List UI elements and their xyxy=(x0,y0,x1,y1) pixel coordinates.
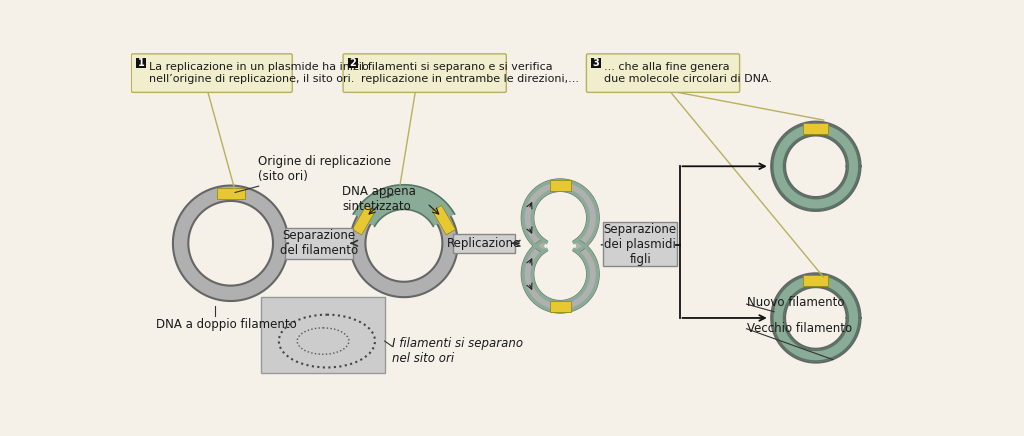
Text: 2: 2 xyxy=(349,58,356,68)
Polygon shape xyxy=(804,123,828,134)
Polygon shape xyxy=(771,273,860,363)
Polygon shape xyxy=(550,180,570,191)
FancyBboxPatch shape xyxy=(603,222,677,266)
Text: I filamenti si separano e si verifica
replicazione in entrambe le direzioni,...: I filamenti si separano e si verifica re… xyxy=(360,62,579,84)
Polygon shape xyxy=(521,179,599,251)
Text: ... che alla fine genera
due molecole circolari di DNA.: ... che alla fine genera due molecole ci… xyxy=(604,62,772,84)
Text: DNA appena
sintetizzato: DNA appena sintetizzato xyxy=(342,184,416,213)
Text: La replicazione in un plasmide ha inizio
nell’origine di replicazione, il sito o: La replicazione in un plasmide ha inizio… xyxy=(150,62,369,84)
Text: DNA a doppio filamento: DNA a doppio filamento xyxy=(157,318,297,331)
FancyBboxPatch shape xyxy=(591,58,601,68)
Text: Replicazione: Replicazione xyxy=(446,237,521,250)
FancyBboxPatch shape xyxy=(286,228,353,259)
Text: Separazione
del filamento: Separazione del filamento xyxy=(281,229,358,257)
Text: Vecchio filamento: Vecchio filamento xyxy=(746,322,852,335)
FancyBboxPatch shape xyxy=(348,58,357,68)
Polygon shape xyxy=(804,275,828,286)
Polygon shape xyxy=(550,301,570,312)
Polygon shape xyxy=(173,186,289,301)
FancyBboxPatch shape xyxy=(587,54,739,92)
FancyBboxPatch shape xyxy=(343,54,506,92)
Text: 1: 1 xyxy=(137,58,144,68)
Text: Separazione
dei plasmidi
figli: Separazione dei plasmidi figli xyxy=(604,222,677,266)
Polygon shape xyxy=(521,241,599,313)
FancyBboxPatch shape xyxy=(136,58,146,68)
Polygon shape xyxy=(773,123,859,209)
Polygon shape xyxy=(432,205,456,235)
FancyBboxPatch shape xyxy=(261,297,385,373)
Polygon shape xyxy=(217,188,245,199)
Polygon shape xyxy=(773,275,859,361)
Polygon shape xyxy=(352,205,376,235)
Polygon shape xyxy=(350,216,458,297)
Text: Origine di replicazione
(sito ori): Origine di replicazione (sito ori) xyxy=(234,155,390,193)
Text: 3: 3 xyxy=(593,58,599,68)
Text: I filamenti si separano
nel sito ori: I filamenti si separano nel sito ori xyxy=(392,337,523,365)
Polygon shape xyxy=(353,185,455,226)
Text: Nuovo filamento: Nuovo filamento xyxy=(746,296,844,309)
FancyBboxPatch shape xyxy=(454,234,515,252)
Polygon shape xyxy=(771,122,860,211)
FancyBboxPatch shape xyxy=(131,54,292,92)
